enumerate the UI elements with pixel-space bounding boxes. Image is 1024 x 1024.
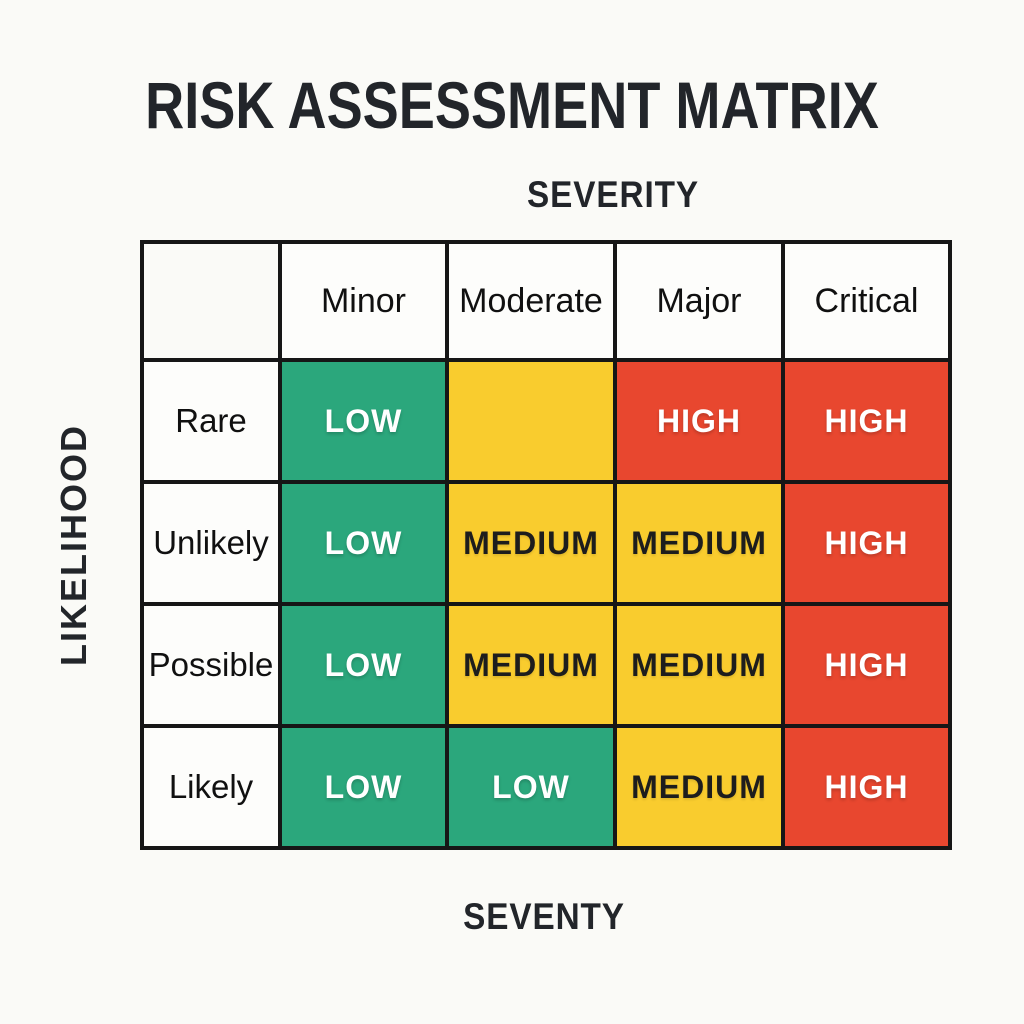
matrix-row-possible: Possible LOW MEDIUM MEDIUM HIGH bbox=[140, 602, 952, 728]
row-label-rare: Rare bbox=[140, 358, 282, 484]
row-label-likely: Likely bbox=[140, 724, 282, 850]
matrix-row-rare: Rare LOW HIGH HIGH bbox=[140, 358, 952, 484]
matrix-cell: LOW bbox=[278, 602, 449, 728]
matrix-cell: MEDIUM bbox=[445, 602, 617, 728]
matrix-cell: LOW bbox=[445, 724, 617, 850]
likelihood-axis-label: LIKELIHOOD bbox=[53, 424, 94, 666]
column-header-critical: Critical bbox=[781, 240, 952, 362]
matrix-cell: HIGH bbox=[781, 724, 952, 850]
matrix-cell: HIGH bbox=[613, 358, 785, 484]
column-header-moderate: Moderate bbox=[445, 240, 617, 362]
severity-axis-label-bottom: SEVENTY bbox=[463, 896, 625, 937]
matrix-cell: MEDIUM bbox=[613, 724, 785, 850]
severity-axis-label-top: SEVERITY bbox=[527, 174, 699, 215]
column-header-row: Minor Moderate Major Critical bbox=[140, 240, 952, 362]
matrix-cell: HIGH bbox=[781, 358, 952, 484]
matrix-cell: LOW bbox=[278, 480, 449, 606]
likelihood-axis: LIKELIHOOD bbox=[26, 240, 122, 850]
corner-spacer bbox=[140, 240, 282, 362]
column-header-major: Major bbox=[613, 240, 785, 362]
matrix-cell: HIGH bbox=[781, 480, 952, 606]
matrix-row-likely: Likely LOW LOW MEDIUM HIGH bbox=[140, 724, 952, 850]
matrix-cell bbox=[445, 358, 617, 484]
matrix-cell: MEDIUM bbox=[613, 602, 785, 728]
risk-matrix-table: Minor Moderate Major Critical Rare LOW H… bbox=[140, 240, 952, 850]
matrix-cell: MEDIUM bbox=[613, 480, 785, 606]
matrix-cell: HIGH bbox=[781, 602, 952, 728]
matrix-row-unlikely: Unlikely LOW MEDIUM MEDIUM HIGH bbox=[140, 480, 952, 606]
matrix-cell: LOW bbox=[278, 724, 449, 850]
matrix-cell: MEDIUM bbox=[445, 480, 617, 606]
matrix-cell: LOW bbox=[278, 358, 449, 484]
page-title: RISK ASSESSMENT MATRIX bbox=[145, 68, 879, 142]
column-header-minor: Minor bbox=[278, 240, 449, 362]
row-label-unlikely: Unlikely bbox=[140, 480, 282, 606]
row-label-possible: Possible bbox=[140, 602, 282, 728]
